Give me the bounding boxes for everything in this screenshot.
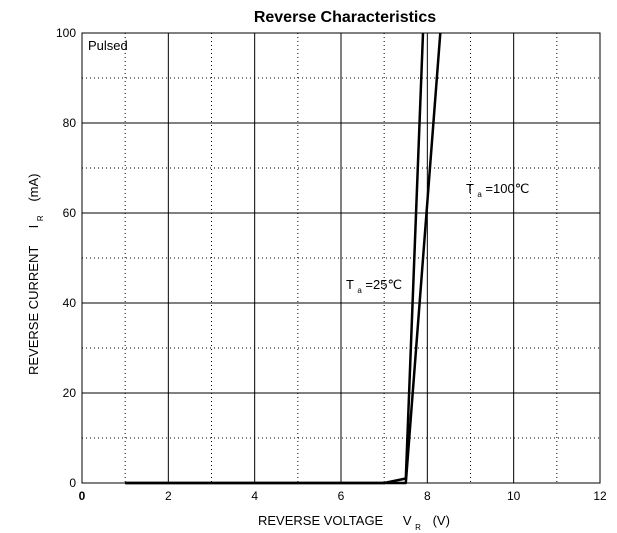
y-axis-label-symbol: I (26, 225, 41, 229)
svg-text:T a =100℃: T a =100℃ (466, 181, 529, 200)
x-axis-label: REVERSE VOLTAGE V R (V) (258, 513, 450, 533)
series-label-25c-symbol: T (346, 277, 354, 292)
y-axis-label-main: REVERSE CURRENT (26, 246, 41, 375)
chart-title: Reverse Characteristics (254, 9, 436, 26)
y-tick-label: 40 (63, 296, 77, 310)
y-tick-label: 0 (69, 476, 76, 490)
series-label-100c-rest: =100℃ (485, 181, 529, 196)
y-axis-label: REVERSE CURRENT I R (mA) (26, 173, 46, 375)
series-layer (125, 32, 442, 485)
svg-text:T a =25℃: T a =25℃ (346, 277, 402, 296)
x-tick-label: 2 (165, 489, 172, 503)
y-axis-label-subscript: R (36, 215, 45, 221)
series-label-100c: T a =100℃ (466, 181, 529, 200)
minor-gridlines (82, 33, 600, 483)
pulsed-annotation: Pulsed (88, 38, 128, 53)
x-tick-label: 6 (338, 489, 345, 503)
series-label-25c: T a =25℃ (346, 277, 402, 296)
x-tick-labels: 0 2 4 6 8 10 12 (79, 489, 607, 503)
major-gridlines (82, 33, 600, 483)
x-tick-label: 10 (507, 489, 521, 503)
series-label-100c-symbol: T (466, 181, 474, 196)
series-line-100c (125, 32, 442, 485)
series-label-100c-subscript: a (477, 190, 482, 199)
y-tick-labels: 0 20 40 60 80 100 (56, 26, 76, 490)
x-tick-label: 8 (424, 489, 431, 503)
series-label-25c-subscript: a (357, 286, 362, 295)
x-axis-label-unit: (V) (433, 513, 450, 528)
y-axis-label-unit: (mA) (26, 173, 41, 201)
x-axis-label-symbol: V (403, 513, 412, 528)
x-tick-label: 12 (593, 489, 607, 503)
x-axis-label-main: REVERSE VOLTAGE (258, 513, 384, 528)
x-tick-label: 4 (251, 489, 258, 503)
y-tick-label: 60 (63, 206, 77, 220)
x-tick-label: 0 (79, 489, 86, 503)
y-tick-label: 80 (63, 116, 77, 130)
y-tick-label: 20 (63, 386, 77, 400)
x-axis-label-subscript: R (415, 523, 421, 532)
series-label-25c-rest: =25℃ (365, 277, 402, 292)
y-tick-label: 100 (56, 26, 76, 40)
